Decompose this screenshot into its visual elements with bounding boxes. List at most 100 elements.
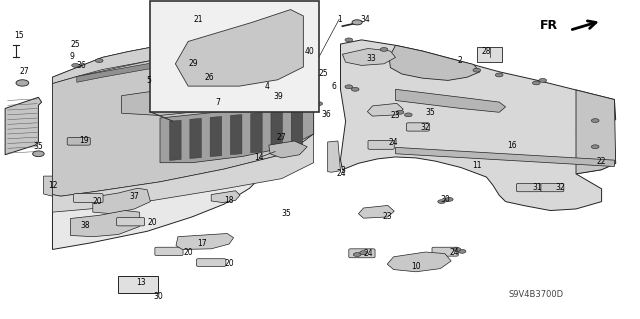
Circle shape (352, 20, 362, 25)
Text: FR: FR (540, 19, 557, 32)
Text: 24: 24 (388, 138, 399, 147)
Polygon shape (52, 134, 314, 212)
Polygon shape (358, 205, 394, 218)
FancyBboxPatch shape (67, 137, 90, 145)
FancyBboxPatch shape (155, 247, 183, 256)
Circle shape (353, 253, 361, 256)
Circle shape (380, 48, 388, 51)
Text: 4: 4 (264, 82, 269, 91)
FancyBboxPatch shape (406, 123, 429, 131)
Text: 22: 22 (597, 157, 606, 166)
Text: 20: 20 (92, 197, 102, 206)
Polygon shape (367, 103, 403, 116)
Circle shape (351, 87, 359, 91)
Text: 3: 3 (340, 166, 346, 175)
Circle shape (16, 80, 29, 86)
Text: 39: 39 (273, 92, 284, 101)
Text: 25: 25 (70, 40, 80, 48)
Polygon shape (190, 118, 202, 159)
Text: 27: 27 (19, 67, 29, 76)
Circle shape (453, 248, 461, 251)
Text: 9: 9 (69, 52, 74, 61)
Circle shape (307, 31, 314, 34)
Bar (118, 276, 158, 293)
Bar (477, 47, 502, 62)
Polygon shape (389, 45, 480, 80)
Circle shape (445, 197, 453, 201)
FancyBboxPatch shape (349, 249, 375, 258)
Text: 40: 40 (304, 47, 314, 56)
Circle shape (532, 81, 540, 85)
Circle shape (244, 59, 252, 63)
Text: 35: 35 (282, 209, 292, 218)
Polygon shape (291, 109, 303, 149)
Polygon shape (175, 10, 303, 86)
Text: 15: 15 (14, 31, 24, 40)
Polygon shape (170, 120, 181, 160)
Polygon shape (396, 147, 614, 167)
FancyBboxPatch shape (541, 183, 564, 192)
Text: 38: 38 (80, 221, 90, 230)
Circle shape (360, 251, 367, 255)
Text: 37: 37 (129, 192, 140, 201)
Text: 30: 30 (153, 292, 163, 300)
Text: 17: 17 (196, 239, 207, 248)
Bar (150, 1, 319, 112)
Text: 36: 36 (321, 110, 332, 119)
Circle shape (33, 151, 44, 157)
Polygon shape (70, 211, 140, 237)
Circle shape (495, 73, 503, 77)
Circle shape (458, 249, 466, 253)
Text: 1: 1 (337, 15, 342, 24)
Polygon shape (271, 111, 282, 151)
Polygon shape (160, 102, 314, 163)
Polygon shape (176, 234, 234, 249)
Circle shape (591, 119, 599, 122)
Polygon shape (52, 29, 314, 249)
Polygon shape (77, 47, 314, 82)
Polygon shape (210, 116, 221, 157)
Circle shape (438, 200, 445, 204)
Text: 12: 12 (49, 181, 58, 190)
Text: 28: 28 (482, 47, 491, 56)
Polygon shape (576, 90, 616, 174)
Polygon shape (396, 89, 506, 112)
Text: 24: 24 (449, 248, 460, 256)
Circle shape (539, 78, 547, 82)
Polygon shape (5, 97, 42, 155)
Text: 32: 32 (555, 183, 565, 192)
Text: 20: 20 (147, 218, 157, 227)
Polygon shape (52, 45, 314, 196)
Text: 35: 35 (425, 108, 435, 117)
Text: 33: 33 (366, 54, 376, 63)
Text: 10: 10 (411, 262, 421, 271)
Text: 6: 6 (332, 82, 337, 91)
Text: 13: 13 (136, 278, 146, 287)
FancyBboxPatch shape (432, 247, 458, 256)
Text: 29: 29 (188, 59, 198, 68)
FancyBboxPatch shape (368, 140, 394, 149)
Text: 21: 21 (194, 15, 203, 24)
Polygon shape (269, 141, 307, 158)
Text: 20: 20 (184, 248, 194, 256)
Text: 23: 23 (382, 212, 392, 221)
Polygon shape (251, 113, 262, 153)
Circle shape (95, 59, 103, 63)
FancyBboxPatch shape (74, 194, 103, 203)
Polygon shape (122, 78, 269, 115)
Text: 25: 25 (318, 69, 328, 78)
Polygon shape (328, 141, 340, 172)
Text: 24: 24 (363, 249, 373, 258)
FancyBboxPatch shape (116, 218, 145, 226)
Text: 14: 14 (254, 153, 264, 162)
Text: 23: 23 (390, 111, 401, 120)
Circle shape (72, 63, 79, 67)
Circle shape (473, 68, 481, 72)
Text: 31: 31 (532, 183, 543, 192)
Text: 20: 20 (224, 259, 234, 268)
Circle shape (315, 102, 323, 106)
Text: 19: 19 (79, 137, 90, 145)
FancyBboxPatch shape (516, 183, 541, 192)
Text: 11: 11 (472, 161, 481, 170)
Text: S9V4B3700D: S9V4B3700D (509, 290, 564, 299)
